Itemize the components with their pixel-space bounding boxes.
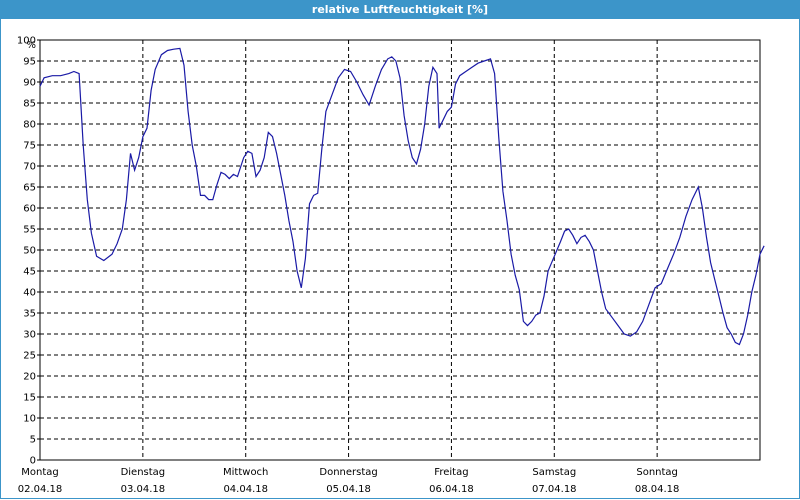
chart-title: relative Luftfeuchtigkeit [%] bbox=[0, 0, 800, 19]
y-tick-label: 0 bbox=[30, 456, 36, 467]
x-tick-day-label: Montag bbox=[21, 467, 58, 478]
x-tick-date-label: 04.04.18 bbox=[223, 484, 268, 495]
y-tick-label: 50 bbox=[23, 246, 36, 257]
y-tick-label: 90 bbox=[23, 78, 36, 89]
y-tick-label: 20 bbox=[23, 372, 36, 383]
y-tick-label: 25 bbox=[23, 351, 36, 362]
y-tick-label: 65 bbox=[23, 183, 36, 194]
y-tick-label: 35 bbox=[23, 309, 36, 320]
y-tick-label: 75 bbox=[23, 141, 36, 152]
x-tick-date-label: 03.04.18 bbox=[121, 484, 166, 495]
y-tick-label: 30 bbox=[23, 330, 36, 341]
y-tick-label: 60 bbox=[23, 204, 36, 215]
y-tick-label: 5 bbox=[30, 435, 36, 446]
y-tick-label: 95 bbox=[23, 57, 36, 68]
y-axis-label: % bbox=[26, 40, 36, 51]
x-tick-day-label: Sonntag bbox=[636, 467, 678, 478]
x-tick-date-label: 05.04.18 bbox=[326, 484, 371, 495]
x-tick-day-label: Donnerstag bbox=[319, 467, 377, 478]
y-tick-label: 85 bbox=[23, 99, 36, 110]
humidity-series-line bbox=[39, 47, 765, 346]
y-tick-label: 80 bbox=[23, 120, 36, 131]
y-tick-label: 45 bbox=[23, 267, 36, 278]
y-tick-label: 15 bbox=[23, 393, 36, 404]
grid-lines bbox=[40, 40, 760, 460]
y-tick-label: 40 bbox=[23, 288, 36, 299]
x-tick-day-label: Samstag bbox=[532, 467, 576, 478]
y-tick-label: 10 bbox=[23, 414, 36, 425]
y-tick-label: 70 bbox=[23, 162, 36, 173]
x-tick-day-label: Mittwoch bbox=[223, 467, 268, 478]
x-tick-date-label: 06.04.18 bbox=[429, 484, 474, 495]
x-tick-day-label: Freitag bbox=[434, 467, 468, 478]
x-tick-date-label: 08.04.18 bbox=[635, 484, 680, 495]
y-tick-label: 100 bbox=[17, 36, 36, 47]
x-tick-date-label: 07.04.18 bbox=[532, 484, 577, 495]
x-tick-day-label: Dienstag bbox=[121, 467, 166, 478]
x-axis-ticks: Montag 02.04.18 Dienstag 03.04.18 Mittwoch 04… bbox=[18, 467, 680, 495]
y-axis-ticks: 0 5 10 15 20 25 30 35 40 45 50 55 60 65 70 75 80 85 90 95 10… bbox=[17, 36, 40, 467]
x-tick-date-label: 02.04.18 bbox=[18, 484, 63, 495]
y-tick-label: 55 bbox=[23, 225, 36, 236]
plot-area-border bbox=[39, 39, 761, 461]
